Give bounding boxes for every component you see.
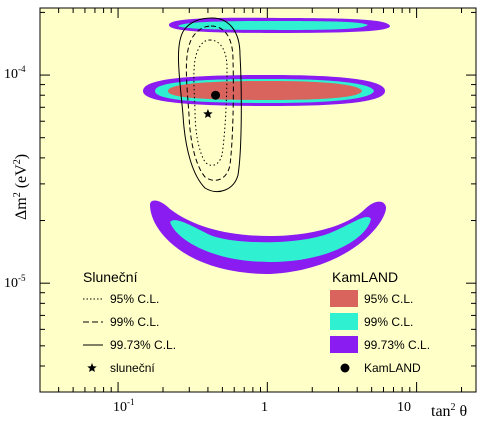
solar-contour-95 (193, 39, 228, 166)
x-axis-label: tan2 θ (431, 402, 467, 420)
kamland-legend-label-95: 95% C.L. (364, 292, 413, 306)
x-tick-label-0.1: 10-1 (113, 397, 135, 415)
y-tick-label-1e-5: 10-5 (4, 273, 26, 291)
solar-legend-label-95: 95% C.L. (110, 292, 159, 306)
solar-best-fit-star (203, 109, 213, 119)
y-tick-label-1e-4: 10-4 (4, 64, 26, 82)
kamland-legend: KamLAND 95% C.L. 99% C.L. 99.73% C.L. Ka… (330, 269, 430, 375)
solar-legend-label-star: sluneční (110, 361, 155, 375)
kamland-region-low-99 (170, 217, 371, 262)
solar-contour-99 (185, 25, 234, 181)
kamland-legend-dot (340, 363, 350, 373)
kamland-legend-swatch-99.73 (330, 336, 358, 353)
solar-legend: Sluneční 95% C.L. 99% C.L. 99.73% C.L. s… (83, 269, 176, 375)
y-axis-label: Δm2 (eV2) (12, 154, 30, 220)
kamland-legend-label-99: 99% C.L. (364, 315, 413, 329)
x-tick-label-10: 10 (397, 400, 411, 415)
kamland-region-top-99 (178, 21, 368, 30)
kamland-best-fit-dot (211, 90, 221, 100)
best-fit-markers (203, 90, 221, 119)
solar-legend-label-99.73: 99.73% C.L. (110, 338, 176, 352)
kamland-legend-swatch-99 (330, 313, 358, 330)
x-tick-label-1: 1 (261, 400, 268, 415)
kamland-region-low-99.73 (150, 200, 387, 274)
kamland-legend-swatch-95 (330, 290, 358, 307)
kamland-legend-title: KamLAND (332, 269, 398, 285)
axis-ticks (39, 8, 476, 393)
solar-contour-99.73 (177, 17, 242, 192)
solar-legend-label-99: 99% C.L. (110, 315, 159, 329)
kamland-regions (143, 17, 390, 274)
kamland-legend-label-dot: KamLAND (364, 361, 421, 375)
kamland-legend-label-99.73: 99.73% C.L. (364, 338, 430, 352)
solar-contours (177, 17, 242, 192)
plot-background (40, 8, 476, 392)
plot-frame (39, 7, 477, 393)
kamland-region-mid-95 (168, 81, 362, 100)
solar-legend-title: Sluneční (83, 269, 138, 285)
solar-legend-star (87, 363, 97, 373)
